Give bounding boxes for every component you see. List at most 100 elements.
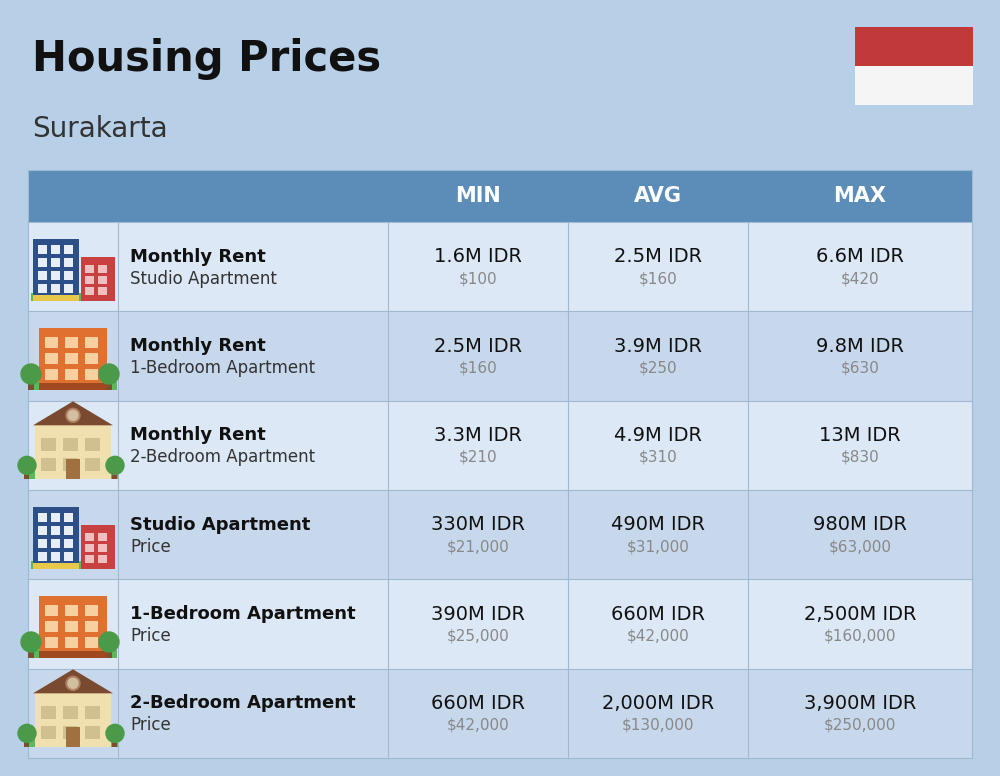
FancyBboxPatch shape xyxy=(39,328,107,390)
Text: 3,900M IDR: 3,900M IDR xyxy=(804,694,916,713)
FancyBboxPatch shape xyxy=(85,726,100,740)
Text: $420: $420 xyxy=(841,271,879,286)
FancyBboxPatch shape xyxy=(45,637,58,648)
FancyBboxPatch shape xyxy=(35,425,111,480)
FancyBboxPatch shape xyxy=(85,621,98,632)
Circle shape xyxy=(68,678,78,688)
FancyBboxPatch shape xyxy=(28,400,972,490)
FancyBboxPatch shape xyxy=(85,275,94,284)
FancyBboxPatch shape xyxy=(29,650,117,658)
FancyBboxPatch shape xyxy=(85,337,98,348)
FancyBboxPatch shape xyxy=(64,284,73,293)
FancyBboxPatch shape xyxy=(85,438,100,452)
Text: $630: $630 xyxy=(841,361,879,376)
FancyBboxPatch shape xyxy=(85,555,94,563)
FancyBboxPatch shape xyxy=(65,337,78,348)
FancyBboxPatch shape xyxy=(98,275,107,284)
Text: Surakarta: Surakarta xyxy=(32,115,168,143)
Text: $100: $100 xyxy=(459,271,497,286)
Text: 980M IDR: 980M IDR xyxy=(813,515,907,534)
FancyBboxPatch shape xyxy=(66,727,80,747)
FancyBboxPatch shape xyxy=(98,532,107,541)
FancyBboxPatch shape xyxy=(51,258,60,267)
FancyBboxPatch shape xyxy=(28,642,34,658)
Text: 390M IDR: 390M IDR xyxy=(431,605,525,623)
FancyBboxPatch shape xyxy=(85,637,98,648)
FancyBboxPatch shape xyxy=(85,286,94,295)
Text: $42,000: $42,000 xyxy=(447,718,509,733)
Text: 4.9M IDR: 4.9M IDR xyxy=(614,426,702,445)
FancyBboxPatch shape xyxy=(112,464,117,480)
Text: $42,000: $42,000 xyxy=(627,629,689,643)
FancyBboxPatch shape xyxy=(63,438,78,452)
FancyBboxPatch shape xyxy=(51,513,60,521)
FancyBboxPatch shape xyxy=(85,532,94,541)
FancyBboxPatch shape xyxy=(51,552,60,561)
Text: 6.6M IDR: 6.6M IDR xyxy=(816,248,904,266)
Text: Monthly Rent: Monthly Rent xyxy=(130,337,266,355)
FancyBboxPatch shape xyxy=(41,726,56,740)
FancyBboxPatch shape xyxy=(33,507,79,569)
FancyBboxPatch shape xyxy=(28,669,972,758)
FancyBboxPatch shape xyxy=(45,621,58,632)
FancyBboxPatch shape xyxy=(85,459,100,471)
Text: 1-Bedroom Apartment: 1-Bedroom Apartment xyxy=(130,359,315,377)
FancyBboxPatch shape xyxy=(112,733,117,747)
FancyBboxPatch shape xyxy=(98,544,107,552)
FancyBboxPatch shape xyxy=(106,374,112,390)
FancyBboxPatch shape xyxy=(31,293,115,300)
FancyBboxPatch shape xyxy=(28,222,972,311)
FancyBboxPatch shape xyxy=(24,733,29,747)
FancyBboxPatch shape xyxy=(64,244,73,254)
Text: $25,000: $25,000 xyxy=(447,629,509,643)
Text: AVG: AVG xyxy=(634,186,682,206)
Polygon shape xyxy=(33,401,113,425)
FancyBboxPatch shape xyxy=(45,605,58,616)
FancyBboxPatch shape xyxy=(98,286,107,295)
Text: $160: $160 xyxy=(459,361,497,376)
FancyBboxPatch shape xyxy=(65,621,78,632)
FancyBboxPatch shape xyxy=(28,170,972,222)
Text: Price: Price xyxy=(130,538,171,556)
FancyBboxPatch shape xyxy=(51,539,60,548)
Circle shape xyxy=(66,408,80,422)
Text: 2,500M IDR: 2,500M IDR xyxy=(804,605,916,623)
Polygon shape xyxy=(33,670,113,693)
FancyBboxPatch shape xyxy=(81,257,115,300)
FancyBboxPatch shape xyxy=(66,459,80,480)
Text: $63,000: $63,000 xyxy=(828,539,892,554)
FancyBboxPatch shape xyxy=(85,605,98,616)
Text: $250: $250 xyxy=(639,361,677,376)
Text: $250,000: $250,000 xyxy=(824,718,896,733)
FancyBboxPatch shape xyxy=(41,706,56,719)
FancyBboxPatch shape xyxy=(85,369,98,380)
FancyBboxPatch shape xyxy=(41,438,56,452)
FancyBboxPatch shape xyxy=(63,459,78,471)
FancyBboxPatch shape xyxy=(33,295,79,300)
FancyBboxPatch shape xyxy=(85,706,100,719)
FancyBboxPatch shape xyxy=(28,740,118,747)
Text: Studio Apartment: Studio Apartment xyxy=(130,516,310,534)
Circle shape xyxy=(68,411,78,421)
Text: $160: $160 xyxy=(639,271,677,286)
Text: 3.9M IDR: 3.9M IDR xyxy=(614,337,702,355)
FancyBboxPatch shape xyxy=(855,27,973,66)
FancyBboxPatch shape xyxy=(85,353,98,364)
Text: Price: Price xyxy=(130,716,171,734)
Text: 2-Bedroom Apartment: 2-Bedroom Apartment xyxy=(130,449,315,466)
Circle shape xyxy=(21,632,41,652)
Text: Price: Price xyxy=(130,627,171,645)
Text: $210: $210 xyxy=(459,450,497,465)
Text: Monthly Rent: Monthly Rent xyxy=(130,426,266,445)
Circle shape xyxy=(66,677,80,691)
FancyBboxPatch shape xyxy=(38,525,47,535)
Text: 9.8M IDR: 9.8M IDR xyxy=(816,337,904,355)
FancyBboxPatch shape xyxy=(38,258,47,267)
FancyBboxPatch shape xyxy=(51,244,60,254)
Text: MIN: MIN xyxy=(455,186,501,206)
FancyBboxPatch shape xyxy=(39,651,107,658)
Text: Studio Apartment: Studio Apartment xyxy=(130,270,277,288)
FancyBboxPatch shape xyxy=(38,244,47,254)
FancyBboxPatch shape xyxy=(65,605,78,616)
FancyBboxPatch shape xyxy=(24,464,29,480)
